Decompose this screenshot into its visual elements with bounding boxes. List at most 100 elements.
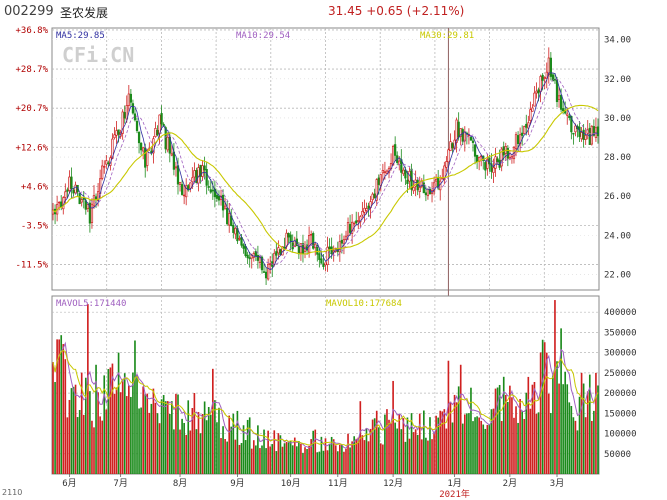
volume-bar [171,401,173,474]
candle-body [246,254,249,259]
candle-body [217,195,221,201]
volume-bar [60,335,63,474]
candle-body [312,233,315,249]
volume-bar [423,410,425,474]
volume-bar [371,419,374,474]
volume-bar [123,373,126,474]
volume-bar [580,372,583,474]
stock-name: 圣农发展 [60,6,109,20]
candle-body [258,257,262,263]
volume-bar [509,385,511,474]
volume-bar [523,418,526,474]
price-tick-label: 32.00 [604,75,631,85]
volume-bar [130,396,132,474]
volume-bar [384,414,386,474]
candle-body [451,143,454,149]
volume-bar [484,428,487,474]
candle-body [121,111,124,134]
candle-body [435,178,438,182]
volume-bar [529,408,532,474]
volume-bar [218,407,220,474]
volume-bar [392,380,394,474]
volume-bar [56,339,58,474]
candle-body [484,162,487,171]
volume-bar [539,352,542,474]
candle-body [426,188,430,196]
candle-body [262,271,266,273]
price-panel [51,27,600,291]
volume-bar [201,414,204,474]
candle-body [385,170,389,174]
candle-body [402,169,405,175]
volume-bar [332,439,335,474]
volume-bar [472,421,474,474]
candle-body [533,92,536,107]
candle-body [123,112,126,119]
candle-body [234,227,237,235]
volume-bar [197,412,200,474]
volume-tick-label: 150000 [604,409,637,419]
volume-bar [185,434,188,474]
volume-bar [287,442,290,474]
candle-body [375,179,378,201]
volume-bar [552,375,554,474]
candle-body [445,161,448,168]
candle-body [488,157,491,165]
candle-body [514,134,518,149]
price-change: +0.65 [366,4,403,18]
volume-bar [320,436,323,474]
volume-bar [588,374,591,474]
candle-body [486,159,489,169]
price-legend-entry: MA30:29.81 [420,31,474,41]
candle-body [283,246,286,249]
volume-bar [289,440,292,474]
volume-bar [377,427,380,474]
volume-bar [238,444,241,474]
volume-bar [76,417,79,474]
candle-body [529,109,532,121]
candle-body [238,238,241,240]
volume-bar [322,450,325,474]
volume-bar [283,443,286,474]
candle-body [60,201,63,208]
volume-bar [345,448,347,474]
candle-body [330,246,333,254]
volume-bar [125,396,128,474]
candle-body [68,176,71,191]
candle-body [297,246,300,255]
volume-bar [420,439,423,474]
volume-bar [224,439,226,474]
candle-body [574,125,577,133]
candle-body [144,147,147,168]
volume-bar [140,407,142,474]
volume-bar [310,439,312,474]
volume-bar [556,361,558,474]
candle-body [195,170,198,184]
volume-bar [396,428,399,474]
candle-body [299,243,303,254]
candle-body [531,107,534,112]
candle-body [221,194,225,211]
candle-body [338,241,341,253]
candle-body [187,185,190,191]
volume-bar [191,408,194,474]
volume-bar [119,392,122,474]
price-pct-label: +12.6% [15,143,48,153]
volume-bar [220,438,222,474]
volume-bar [457,386,460,474]
candle-body [146,149,149,166]
volume-bar [58,339,60,474]
candle-body [543,77,546,79]
volume-bar [328,443,331,474]
candle-body [441,177,444,180]
month-label: 9月 [230,478,244,489]
month-label: 8月 [173,478,187,489]
volume-bar [347,433,349,474]
volume-bar [62,344,65,474]
volume-bar [103,375,106,474]
candle-body [164,127,167,150]
volume-bar [582,383,585,474]
candle-body [359,216,362,223]
volume-bar [302,452,304,474]
